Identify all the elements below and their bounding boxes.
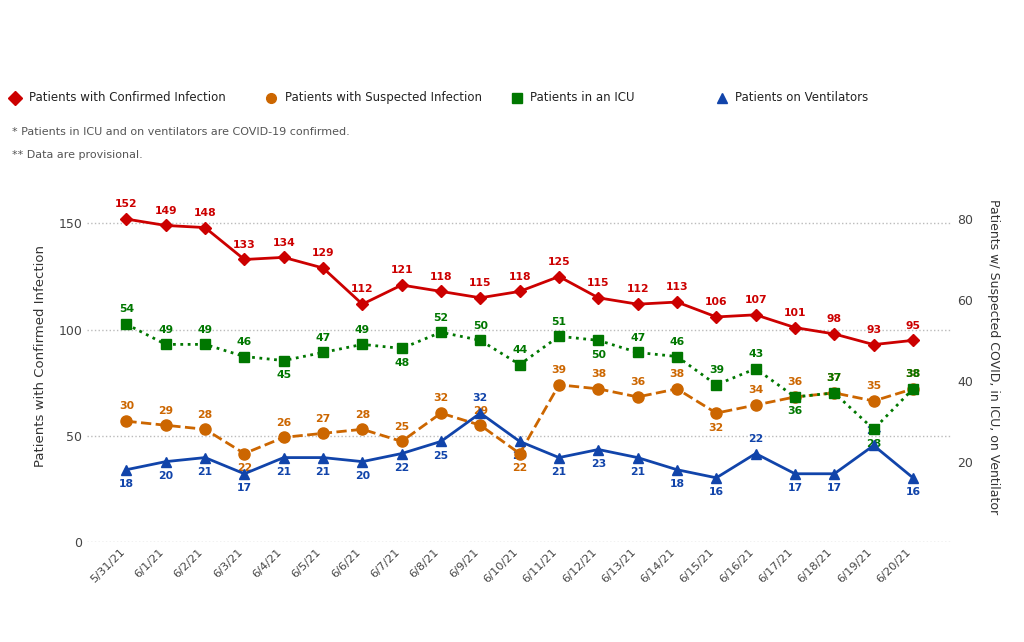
Text: 16: 16	[709, 487, 724, 498]
Text: 112: 112	[627, 284, 649, 295]
Text: 25: 25	[433, 451, 449, 461]
Y-axis label: Patients w/ Suspected COVID, in ICU, on Ventilator: Patients w/ Suspected COVID, in ICU, on …	[987, 199, 1000, 514]
Text: 37: 37	[826, 373, 842, 383]
Text: 149: 149	[155, 205, 177, 216]
Text: 106: 106	[705, 297, 728, 308]
Text: 36: 36	[787, 406, 803, 417]
Text: 32: 32	[709, 422, 724, 433]
Text: 35: 35	[866, 381, 882, 391]
Text: 37: 37	[826, 373, 842, 383]
Text: 39: 39	[709, 365, 724, 375]
Text: 25: 25	[394, 422, 410, 431]
Text: Patients with Suspected Infection: Patients with Suspected Infection	[285, 91, 481, 105]
Text: 48: 48	[394, 358, 410, 368]
Text: 38: 38	[591, 369, 606, 379]
Text: 112: 112	[351, 284, 374, 295]
Text: 129: 129	[311, 248, 335, 258]
Text: 101: 101	[783, 308, 806, 318]
Text: 54: 54	[119, 304, 134, 315]
Text: * Patients in ICU and on ventilators are COVID-19 confirmed.: * Patients in ICU and on ventilators are…	[12, 127, 350, 137]
Text: 115: 115	[587, 278, 609, 288]
Text: 27: 27	[315, 413, 331, 424]
Text: 26: 26	[276, 418, 291, 428]
Text: 36: 36	[787, 377, 803, 387]
Text: 20: 20	[354, 471, 370, 481]
Text: 93: 93	[866, 325, 882, 335]
Text: 38: 38	[670, 369, 685, 379]
Text: 49: 49	[354, 325, 370, 334]
Text: 34: 34	[749, 385, 763, 395]
Text: 148: 148	[194, 208, 216, 218]
Text: 45: 45	[276, 370, 291, 380]
Text: 46: 46	[670, 337, 685, 347]
Text: 115: 115	[469, 278, 492, 288]
Text: 113: 113	[666, 282, 688, 292]
Text: 50: 50	[591, 350, 606, 360]
Text: 32: 32	[473, 394, 488, 403]
Text: Patients in an ICU: Patients in an ICU	[530, 91, 635, 105]
Text: COVID-19 Hospitalizations Reported by MS Hospitals, 5/31/21–6/20/21 *,**: COVID-19 Hospitalizations Reported by MS…	[12, 28, 794, 46]
Text: 22: 22	[749, 434, 763, 444]
Text: 125: 125	[548, 257, 570, 267]
Text: 50: 50	[473, 320, 487, 331]
Text: 28: 28	[198, 410, 213, 420]
Text: 98: 98	[826, 314, 842, 324]
Text: 52: 52	[433, 313, 449, 322]
Text: 18: 18	[119, 479, 134, 489]
Text: 49: 49	[198, 325, 213, 334]
Text: 32: 32	[433, 394, 449, 403]
Text: 38: 38	[905, 369, 921, 379]
Text: 44: 44	[512, 345, 527, 355]
Text: 20: 20	[158, 471, 173, 481]
Text: Patients on Ventilators: Patients on Ventilators	[735, 91, 868, 105]
Text: 21: 21	[630, 467, 645, 477]
Text: 51: 51	[552, 317, 566, 327]
Text: 17: 17	[826, 483, 842, 493]
Text: 21: 21	[198, 467, 213, 477]
Text: 107: 107	[744, 295, 767, 305]
Text: 43: 43	[749, 349, 763, 359]
Text: 23: 23	[591, 459, 606, 469]
Text: 134: 134	[272, 238, 295, 248]
Text: 49: 49	[158, 325, 173, 334]
Text: 133: 133	[233, 239, 256, 250]
Text: 118: 118	[430, 272, 453, 282]
Text: 39: 39	[552, 365, 566, 375]
Text: 17: 17	[787, 483, 803, 493]
Text: ** Data are provisional.: ** Data are provisional.	[12, 150, 143, 160]
Text: 22: 22	[512, 463, 527, 473]
Text: 21: 21	[276, 467, 291, 477]
Text: 28: 28	[354, 410, 370, 420]
Text: 21: 21	[315, 467, 331, 477]
Text: 36: 36	[630, 377, 645, 387]
Text: 121: 121	[390, 265, 413, 275]
Text: 47: 47	[630, 333, 645, 343]
Text: 29: 29	[158, 406, 173, 415]
Text: 22: 22	[237, 463, 252, 473]
Text: 18: 18	[670, 479, 684, 489]
Text: 152: 152	[115, 200, 137, 209]
Text: 118: 118	[509, 272, 530, 282]
Text: Patients with Confirmed Infection: Patients with Confirmed Infection	[29, 91, 225, 105]
Y-axis label: Patients with Confirmed Infection: Patients with Confirmed Infection	[34, 245, 47, 467]
Text: 28: 28	[866, 438, 882, 449]
Text: 22: 22	[394, 463, 410, 473]
Text: 29: 29	[473, 406, 487, 415]
Text: 21: 21	[552, 467, 566, 477]
Text: 24: 24	[866, 426, 882, 436]
Text: 17: 17	[237, 483, 252, 493]
Text: 30: 30	[119, 401, 134, 412]
Text: 38: 38	[905, 369, 921, 379]
Text: 16: 16	[905, 487, 921, 498]
Text: 95: 95	[905, 320, 921, 331]
Text: 47: 47	[315, 333, 331, 343]
Text: 46: 46	[237, 337, 252, 347]
Text: 25: 25	[512, 451, 527, 461]
